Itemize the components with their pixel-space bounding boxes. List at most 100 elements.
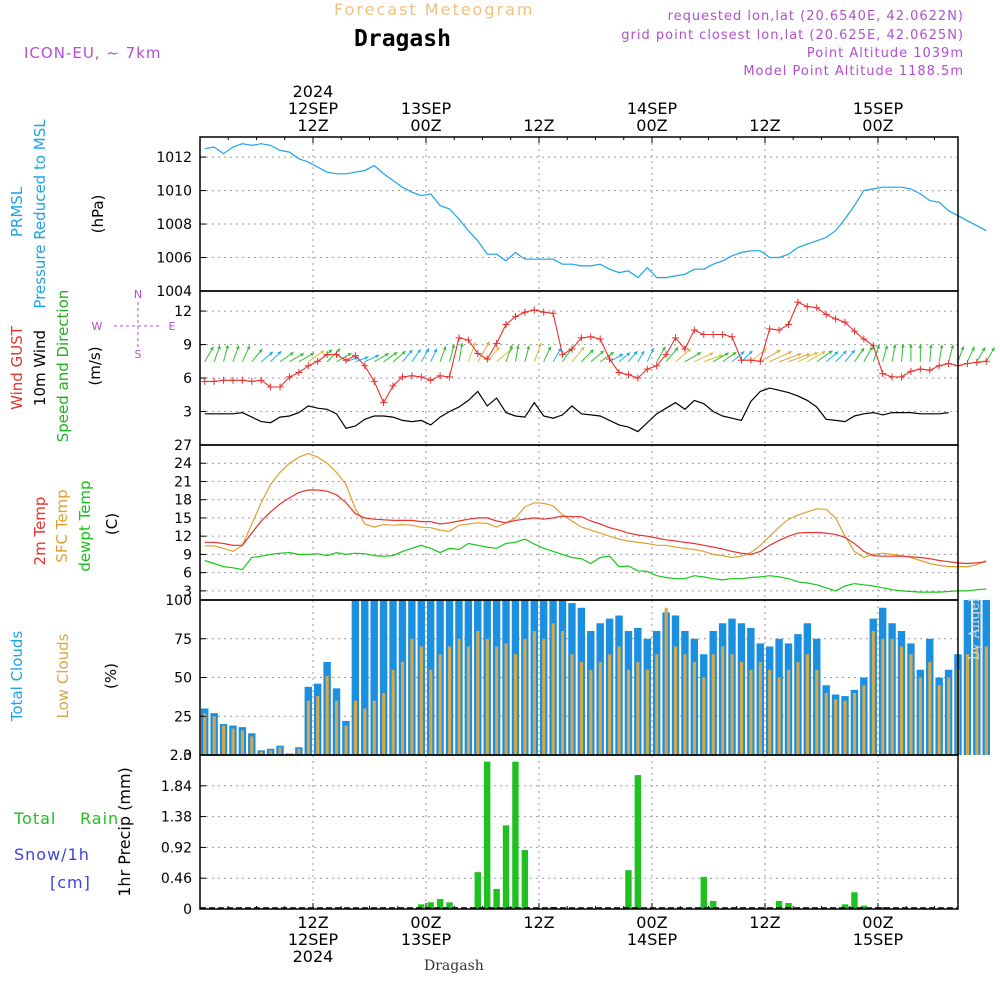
time-label-bottom: 00Z (636, 913, 667, 932)
low-cloud-bar (363, 708, 367, 755)
low-cloud-bar (852, 693, 857, 755)
total-cloud-bar (370, 600, 378, 755)
rain-bar (841, 904, 849, 909)
wind-arrowhead (981, 347, 986, 352)
low-cloud-bar (382, 693, 386, 755)
low-cloud-bar (579, 662, 583, 755)
y-tick-label: 1010 (156, 184, 192, 200)
low-cloud-bar (231, 728, 235, 755)
compass-n: N (134, 288, 142, 301)
y-tick-label: 1004 (156, 284, 192, 300)
dewpt-temp-title: dewpt Temp (76, 480, 94, 571)
wind-arrowhead (851, 350, 855, 354)
low-cloud-bar (222, 725, 226, 755)
low-cloud-bar (843, 700, 847, 755)
wind-arrowhead (806, 353, 811, 357)
pressure-unit-label: (hPa) (89, 195, 107, 234)
sfc-temp-title: SFC Temp (53, 489, 71, 562)
wind-arrowhead (375, 354, 380, 359)
time-label-bottom: 14SEP (627, 930, 678, 949)
wind-arrowhead (289, 352, 294, 356)
sfc-temp-line (204, 452, 987, 568)
wind-arrow (760, 349, 781, 363)
time-label-top: 12Z (297, 116, 328, 135)
wind-arrowhead (336, 348, 341, 353)
wind-arrowhead (860, 347, 865, 352)
panel-frame (199, 754, 959, 910)
wind-arrowhead (209, 346, 214, 351)
low-cloud-bar (485, 638, 489, 755)
time-label-top: 2024 (293, 82, 334, 101)
low-cloud-bar (476, 631, 480, 755)
low-cloud-bar (259, 751, 263, 755)
time-label-top: 13SEP (401, 99, 452, 118)
time-label-bottom: 12Z (523, 913, 554, 932)
low-cloud-bar (815, 669, 819, 755)
total-rain-label-2: Rain (80, 809, 119, 828)
wind-arrowhead (991, 347, 995, 352)
time-label-bottom: 15SEP (853, 930, 904, 949)
credit-watermark: by Angel (967, 597, 983, 660)
low-cloud-bar (900, 646, 904, 755)
wind-arrowhead (718, 354, 723, 358)
y-tick-label: 3 (183, 584, 192, 600)
model-point-altitude: Model Point Altitude 1188.5m (743, 64, 964, 79)
low-cloud-bar (711, 654, 715, 755)
snow-unit-label: [cm] (50, 873, 91, 892)
gust-title: Wind GUST (8, 325, 26, 410)
low-cloud-bar (269, 750, 273, 755)
wind-arrow (769, 351, 792, 363)
wind-arrowhead (971, 346, 975, 351)
wind-arrowhead (486, 341, 490, 346)
low-cloud-bar (306, 700, 310, 755)
y-tick-label: 2.3 (170, 748, 192, 764)
rain-bar (436, 898, 444, 909)
low-cloud-bar (598, 662, 602, 755)
footer-location: Dragash (424, 958, 484, 974)
low-cloud-bar (824, 693, 828, 755)
wind-speed-line (204, 387, 949, 433)
point-altitude: Point Altitude 1039m (806, 46, 964, 61)
y-tick-label: 0 (183, 902, 192, 918)
low-cloud-bar (730, 654, 734, 755)
wind-arrowhead (950, 344, 955, 349)
low-cloud-bar (655, 654, 659, 755)
wind-arrowhead (674, 347, 679, 352)
y-tick-label: 0.92 (161, 840, 192, 856)
time-label-top: 00Z (410, 116, 441, 135)
rain-bar (474, 872, 481, 909)
wind-arrowhead (599, 350, 604, 355)
wind-arrow (778, 353, 802, 363)
wind-arrowhead (939, 344, 944, 349)
rain-bar (625, 870, 632, 909)
low-cloud-bar (457, 638, 461, 755)
wind-arrowhead (787, 351, 792, 355)
low-cloud-bar (909, 654, 913, 755)
low-cloud-bar (890, 638, 894, 755)
low-cloud-bar (928, 662, 932, 755)
wind-arrowhead (328, 349, 333, 354)
low-cloud-bar (664, 607, 668, 755)
low-cloud-bar (466, 646, 470, 755)
wind-arrowhead (401, 351, 406, 355)
wind-arrowhead (425, 348, 430, 353)
low-cloud-bar (862, 685, 866, 755)
wind-arrowhead (515, 345, 520, 349)
total-cloud-bar (351, 600, 360, 755)
low-cloud-bar (287, 753, 292, 755)
wind-arrowhead (842, 350, 847, 355)
rain-bar (709, 900, 717, 909)
wind-arrowhead (246, 345, 251, 350)
wind-arrowhead (797, 353, 802, 357)
total-cloud-bar (379, 600, 388, 755)
panel-frame (199, 136, 959, 292)
time-label-bottom: 12Z (749, 913, 780, 932)
wind-arrowhead (235, 345, 240, 350)
low-cloud-bar (918, 677, 922, 755)
wind-arrowhead (876, 345, 880, 350)
y-tick-label: 3 (183, 405, 192, 421)
y-tick-label: 12 (174, 304, 192, 320)
y-tick-label: 1012 (156, 150, 192, 166)
low-cloud-bar (448, 646, 452, 755)
wind-arrow (477, 341, 490, 362)
